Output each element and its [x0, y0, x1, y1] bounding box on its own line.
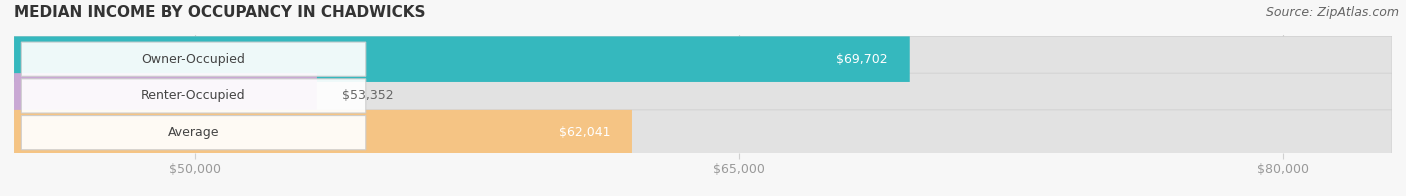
FancyBboxPatch shape	[21, 42, 366, 76]
Text: Owner-Occupied: Owner-Occupied	[142, 53, 246, 66]
Text: $69,702: $69,702	[837, 53, 889, 66]
Text: Renter-Occupied: Renter-Occupied	[141, 89, 246, 103]
FancyBboxPatch shape	[14, 110, 1392, 155]
FancyBboxPatch shape	[14, 36, 910, 82]
FancyBboxPatch shape	[21, 116, 366, 150]
FancyBboxPatch shape	[14, 110, 631, 155]
Text: $53,352: $53,352	[342, 89, 394, 103]
FancyBboxPatch shape	[14, 36, 1392, 82]
FancyBboxPatch shape	[21, 79, 366, 113]
Text: Source: ZipAtlas.com: Source: ZipAtlas.com	[1265, 6, 1399, 19]
FancyBboxPatch shape	[14, 73, 1392, 119]
Text: Average: Average	[167, 126, 219, 139]
Text: MEDIAN INCOME BY OCCUPANCY IN CHADWICKS: MEDIAN INCOME BY OCCUPANCY IN CHADWICKS	[14, 5, 426, 20]
FancyBboxPatch shape	[14, 73, 316, 119]
Text: $62,041: $62,041	[558, 126, 610, 139]
